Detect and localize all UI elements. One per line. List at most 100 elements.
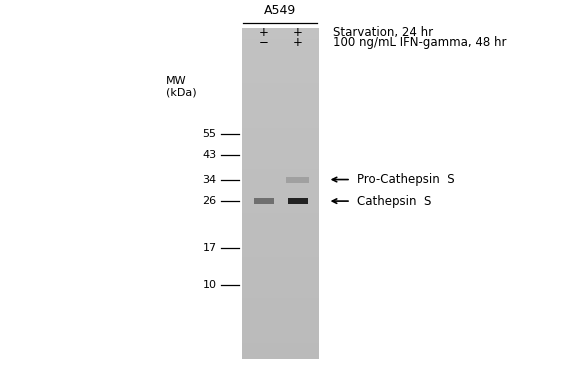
Bar bbox=[242, 263, 319, 265]
Bar bbox=[242, 323, 319, 326]
Bar bbox=[242, 254, 319, 257]
Bar bbox=[242, 345, 319, 348]
Bar bbox=[242, 75, 319, 78]
Bar bbox=[242, 257, 319, 260]
Text: +: + bbox=[292, 36, 302, 49]
Bar bbox=[242, 174, 319, 177]
Bar bbox=[242, 310, 319, 312]
Bar bbox=[242, 285, 319, 287]
Bar bbox=[242, 235, 319, 238]
Bar bbox=[242, 301, 319, 304]
Bar bbox=[242, 34, 319, 37]
Bar bbox=[242, 100, 319, 103]
Bar bbox=[242, 28, 319, 31]
Bar bbox=[242, 92, 319, 94]
Bar bbox=[242, 293, 319, 296]
Bar bbox=[242, 116, 319, 119]
Bar bbox=[242, 243, 319, 246]
Bar bbox=[242, 81, 319, 84]
Bar bbox=[242, 229, 319, 232]
Text: +: + bbox=[258, 26, 268, 39]
Text: 100 ng/mL IFN-gamma, 48 hr: 100 ng/mL IFN-gamma, 48 hr bbox=[333, 36, 507, 49]
Bar bbox=[242, 265, 319, 268]
Bar bbox=[242, 208, 319, 210]
Bar bbox=[242, 155, 319, 158]
Bar bbox=[242, 97, 319, 100]
Text: Pro-Cathepsin  S: Pro-Cathepsin S bbox=[357, 173, 455, 186]
Bar bbox=[242, 73, 319, 75]
Bar bbox=[242, 221, 319, 224]
Text: Starvation, 24 hr: Starvation, 24 hr bbox=[333, 26, 434, 39]
Bar bbox=[242, 119, 319, 122]
Bar bbox=[242, 271, 319, 274]
Bar bbox=[242, 67, 319, 70]
Bar bbox=[242, 127, 319, 130]
Text: MW
(kDa): MW (kDa) bbox=[166, 76, 197, 97]
Bar bbox=[242, 133, 319, 136]
Bar bbox=[242, 50, 319, 53]
Bar bbox=[242, 172, 319, 174]
Bar bbox=[242, 268, 319, 271]
Bar bbox=[242, 139, 319, 141]
Bar bbox=[242, 340, 319, 342]
Bar bbox=[242, 84, 319, 86]
Bar bbox=[242, 56, 319, 59]
Bar bbox=[242, 315, 319, 318]
Bar bbox=[242, 337, 319, 340]
Bar bbox=[242, 59, 319, 62]
Bar bbox=[242, 108, 319, 111]
Bar bbox=[242, 260, 319, 263]
Bar bbox=[242, 304, 319, 307]
Bar bbox=[242, 53, 319, 56]
Bar bbox=[242, 299, 319, 301]
Bar bbox=[242, 150, 319, 152]
Bar bbox=[242, 290, 319, 293]
Bar bbox=[242, 61, 319, 64]
Bar bbox=[242, 147, 319, 150]
Bar bbox=[242, 356, 319, 359]
Bar bbox=[242, 197, 319, 199]
Bar bbox=[242, 180, 319, 183]
Bar bbox=[242, 78, 319, 81]
Text: 43: 43 bbox=[203, 150, 217, 160]
Bar bbox=[242, 94, 319, 97]
Bar bbox=[242, 282, 319, 285]
Bar bbox=[242, 213, 319, 216]
Bar bbox=[242, 37, 319, 39]
Bar bbox=[242, 240, 319, 243]
Bar bbox=[242, 86, 319, 89]
Bar bbox=[288, 198, 308, 204]
Text: 17: 17 bbox=[203, 243, 217, 253]
Bar bbox=[242, 199, 319, 202]
Bar bbox=[254, 198, 274, 204]
Bar bbox=[242, 332, 319, 334]
Bar bbox=[242, 42, 319, 45]
Bar bbox=[242, 279, 319, 282]
Bar bbox=[242, 276, 319, 279]
Bar bbox=[242, 348, 319, 351]
Bar bbox=[242, 224, 319, 227]
Bar bbox=[242, 210, 319, 213]
Bar bbox=[242, 141, 319, 144]
Bar bbox=[242, 114, 319, 116]
Bar bbox=[242, 152, 319, 155]
Bar bbox=[242, 205, 319, 208]
Bar bbox=[242, 238, 319, 240]
Bar bbox=[242, 48, 319, 50]
Bar bbox=[242, 326, 319, 329]
Bar bbox=[242, 163, 319, 166]
Bar bbox=[242, 246, 319, 249]
Text: A549: A549 bbox=[264, 4, 296, 17]
Bar bbox=[242, 158, 319, 161]
Bar bbox=[242, 122, 319, 125]
Bar bbox=[242, 249, 319, 252]
Bar bbox=[242, 312, 319, 315]
Bar bbox=[242, 89, 319, 92]
Bar bbox=[242, 111, 319, 114]
Bar bbox=[242, 318, 319, 321]
Bar bbox=[242, 191, 319, 194]
Text: 26: 26 bbox=[203, 196, 217, 206]
Bar bbox=[242, 166, 319, 169]
Bar bbox=[242, 188, 319, 191]
Bar bbox=[242, 342, 319, 345]
